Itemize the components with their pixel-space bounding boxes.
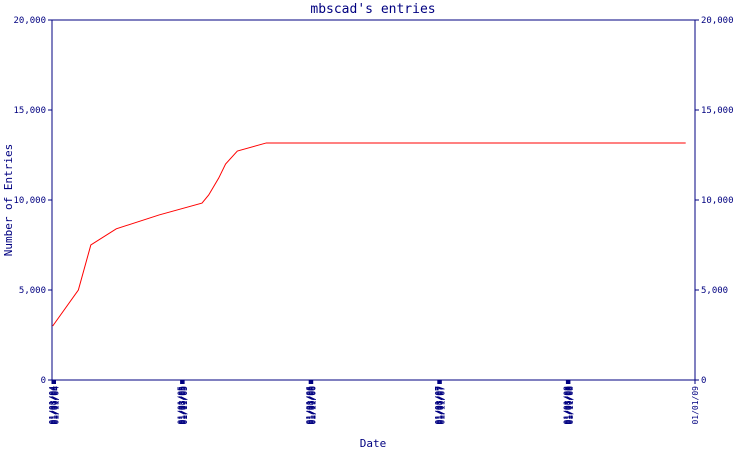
x-tick-label: 01/01/05 <box>177 386 186 425</box>
y-tick-label: 10,000 <box>13 196 46 206</box>
plot-frame <box>51 19 696 381</box>
x-tick-label: 01/11/06 <box>309 386 318 425</box>
y-tick-label: 0 <box>41 376 46 386</box>
x-tick-label: 01/07/08 <box>565 386 574 425</box>
x-tick-label: 01/01/07 <box>434 386 443 425</box>
y2-tick-label: 20,000 <box>701 16 734 26</box>
x-tick-label: 01/05/04 <box>49 386 58 425</box>
x-tick-label: 01/01/04 <box>48 386 57 425</box>
x-tick-label: 01/03/07 <box>435 386 444 425</box>
x-tick-label: 01/05/05 <box>178 386 187 425</box>
x-tick-label: 01/11/05 <box>180 386 189 425</box>
chart-title: mbscad's entries <box>310 2 435 17</box>
x-tick-label: 01/01/06 <box>305 386 314 425</box>
x-tick-label: 01/03/08 <box>563 386 572 425</box>
x-tick-label: 01/07/07 <box>436 386 445 425</box>
x-tick-label: 01/03/04 <box>49 386 58 425</box>
x-tick-label: 01/11/08 <box>566 386 575 425</box>
x-tick-label: 01/09/05 <box>179 386 188 425</box>
y-tick-label: 5,000 <box>19 286 46 296</box>
y2-tick-label: 0 <box>701 376 706 386</box>
y2-tick-label: 5,000 <box>701 286 728 296</box>
x-axis-label: Date <box>360 437 387 450</box>
series-line <box>52 142 686 327</box>
x-tick-label: 01/05/08 <box>564 386 573 425</box>
x-tick-label: 01/09/06 <box>308 386 317 425</box>
x-tick-label: 01/05/07 <box>435 386 444 425</box>
y2-tick-label: 15,000 <box>701 106 734 116</box>
x-tick-label: 01/01/09 <box>691 386 700 425</box>
y2-tick-label: 10,000 <box>701 196 734 206</box>
x-tick-label: 01/07/06 <box>307 386 316 425</box>
x-tick-label: 01/07/05 <box>179 386 188 425</box>
x-tick-label: 01/07/04 <box>50 386 59 425</box>
x-tick-label: 01/11/04 <box>52 386 61 425</box>
y-tick-label: 15,000 <box>13 106 46 116</box>
x-tick-label: 01/03/06 <box>306 386 315 425</box>
y-axis-label: Number of Entries <box>2 144 15 257</box>
x-tick-label: 01/09/04 <box>51 386 60 425</box>
y-tick-label: 20,000 <box>13 16 46 26</box>
x-tick-label: 01/11/07 <box>437 386 446 425</box>
x-tick-label: 01/03/05 <box>177 386 186 425</box>
x-tick-label: 01/05/06 <box>307 386 316 425</box>
x-tick-label: 01/09/07 <box>437 386 446 425</box>
x-tick-label: 01/09/08 <box>565 386 574 425</box>
x-tick-label: 01/01/08 <box>562 386 571 425</box>
